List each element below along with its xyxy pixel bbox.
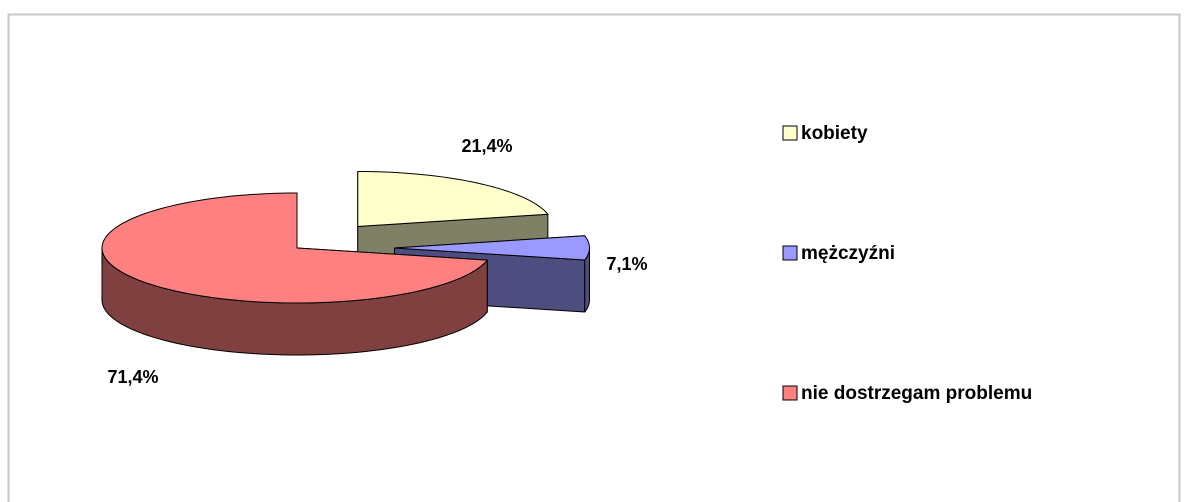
data-label: 7,1% — [606, 254, 647, 274]
data-label: 71,4% — [107, 367, 158, 387]
slice — [394, 235, 590, 261]
legend-swatch — [782, 125, 798, 141]
slice — [101, 192, 488, 304]
legend-swatch — [782, 245, 798, 261]
legend-label: kobiety — [801, 123, 868, 144]
data-label: 21,4% — [461, 136, 512, 156]
legend-label: nie dostrzegam problemu — [801, 383, 1032, 404]
legend-label: mężczyźni — [801, 243, 895, 264]
legend-swatch — [782, 385, 798, 401]
slice — [357, 171, 549, 227]
